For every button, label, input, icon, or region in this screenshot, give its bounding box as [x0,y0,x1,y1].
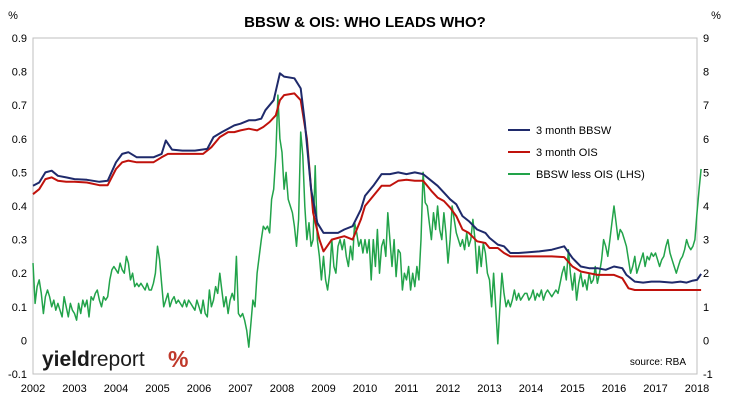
series-line-bbsw-less-ois-lhs [32,94,702,348]
x-tick-label: 2012 [436,383,460,395]
y-left-tick-label: 0.3 [12,235,27,247]
source-note: source: RBA [630,357,686,368]
y-right-tick-label: 1 [703,302,709,314]
x-tick-label: 2005 [145,383,169,395]
x-tick-label: 2017 [643,383,667,395]
x-tick-label: 2015 [560,383,584,395]
y-right-tick-label: 4 [703,201,709,213]
series-line-3-month-ois [32,92,702,291]
series-line-3-month-bbsw [32,72,702,284]
x-tick-label: 2002 [21,383,45,395]
y-right-tick-label: 7 [703,100,709,112]
x-tick-label: 2007 [228,383,252,395]
y-left-tick-labels: -0.1 0 0.1 0.2 0.3 0.4 0.5 0.6 0.7 0.8 0.9 [8,33,27,381]
legend-label-3-month-ois: 3 month OIS [536,147,598,159]
legend-label-bbsw-less-ois-lhs: BBSW less OIS (LHS) [536,169,645,181]
y-left-tick-label: 0.4 [12,201,27,213]
y-left-tick-label: 0.9 [12,33,27,45]
x-tick-label: 2018 [685,383,709,395]
logo-percent-mark: % [168,346,188,372]
y-right-tick-labels: -1 0 1 2 3 4 5 6 7 8 9 [703,33,713,381]
x-tick-label: 2008 [270,383,294,395]
y-left-tick-label: 0 [21,335,27,347]
y-right-tick-label: 8 [703,67,709,79]
left-unit-label: % [8,10,18,22]
y-right-tick-label: 3 [703,235,709,247]
x-tick-label: 2016 [602,383,626,395]
x-tick-label: 2013 [477,383,501,395]
x-tick-label: 2014 [519,383,543,395]
x-tick-label: 2004 [104,383,128,395]
series-layer [32,72,702,348]
y-left-tick-label: 0.6 [12,134,27,146]
y-right-tick-label: 0 [703,335,709,347]
chart-title: BBSW & OIS: WHO LEADS WHO? [244,14,486,31]
x-tick-label: 2006 [187,383,211,395]
logo: yieldreport % [42,346,188,372]
logo-light: report [90,348,145,371]
y-left-tick-label: 0.1 [12,302,27,314]
legend: 3 month BBSW 3 month OIS BBSW less OIS (LH… [508,125,645,181]
y-left-tick-label: 0.8 [12,67,27,79]
x-tick-label: 2011 [395,383,419,395]
y-left-tick-label: -0.1 [8,369,27,381]
x-tick-labels: 2002 2003 2004 2005 2006 2007 2008 2009 2010 2011… [21,383,709,395]
y-right-tick-label: -1 [703,369,713,381]
x-tick-label: 2003 [62,383,86,395]
x-tick-label: 2010 [353,383,377,395]
logo-text: yieldreport [42,348,145,371]
y-right-tick-label: 2 [703,268,709,280]
y-right-tick-label: 6 [703,134,709,146]
y-left-tick-label: 0.7 [12,100,27,112]
legend-label-3-month-bbsw: 3 month BBSW [536,125,612,137]
y-left-tick-label: 0.2 [12,268,27,280]
y-right-tick-label: 5 [703,167,709,179]
y-left-tick-label: 0.5 [12,167,27,179]
right-unit-label: % [711,10,721,22]
y-right-tick-label: 9 [703,33,709,45]
x-tick-label: 2009 [311,383,335,395]
logo-bold: yield [42,348,90,371]
